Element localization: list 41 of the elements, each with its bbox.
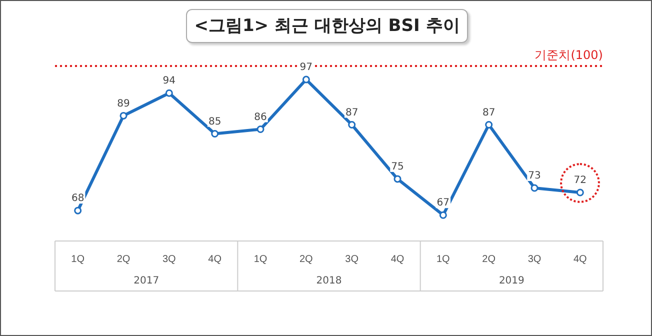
x-tick-label: 2Q — [299, 254, 314, 265]
data-label: 85 — [208, 116, 222, 128]
text: 2017 — [134, 276, 160, 287]
x-tick-label: 4Q — [390, 254, 404, 265]
data-label: 87 — [345, 107, 358, 118]
point — [530, 184, 538, 192]
data-label: 89 — [117, 98, 130, 110]
point — [120, 112, 128, 120]
x-tick-label: 4Q — [208, 254, 222, 265]
text: 2019 — [498, 276, 524, 287]
data-label: 67 — [436, 198, 450, 209]
point — [394, 175, 402, 183]
point — [74, 206, 82, 214]
x-tick-label: 2Q — [116, 254, 130, 265]
point — [256, 125, 264, 133]
data-label: 86 — [254, 112, 267, 123]
text: 2018 — [316, 276, 342, 287]
point — [302, 76, 310, 84]
data-label: 97 — [300, 62, 313, 74]
point — [165, 89, 173, 97]
ref-line-label: 기준치(100) — [534, 48, 603, 62]
data-label: 73 — [528, 170, 541, 182]
point — [439, 211, 447, 219]
point — [485, 120, 493, 128]
x-tick-label: 1Q — [254, 254, 268, 265]
data-label: 68 — [71, 193, 84, 204]
x-tick-label: 4Q — [573, 254, 588, 265]
x-tick-label: 1Q — [436, 254, 450, 265]
data-label: 87 — [482, 107, 496, 118]
point — [576, 188, 584, 196]
data-label: 75 — [391, 162, 404, 173]
x-tick-label: 3Q — [345, 254, 359, 265]
data-label: 94 — [162, 76, 176, 87]
chart-title: <그림1> 최근 대한상의 BSI 추이 — [186, 9, 468, 43]
data-label: 72 — [574, 175, 587, 186]
point — [348, 120, 356, 128]
x-tick-label: 2Q — [482, 254, 496, 265]
x-tick-label: 3Q — [528, 254, 542, 265]
point — [211, 130, 219, 138]
x-tick-label: 3Q — [162, 254, 176, 265]
x-tick-label: 1Q — [71, 254, 85, 265]
